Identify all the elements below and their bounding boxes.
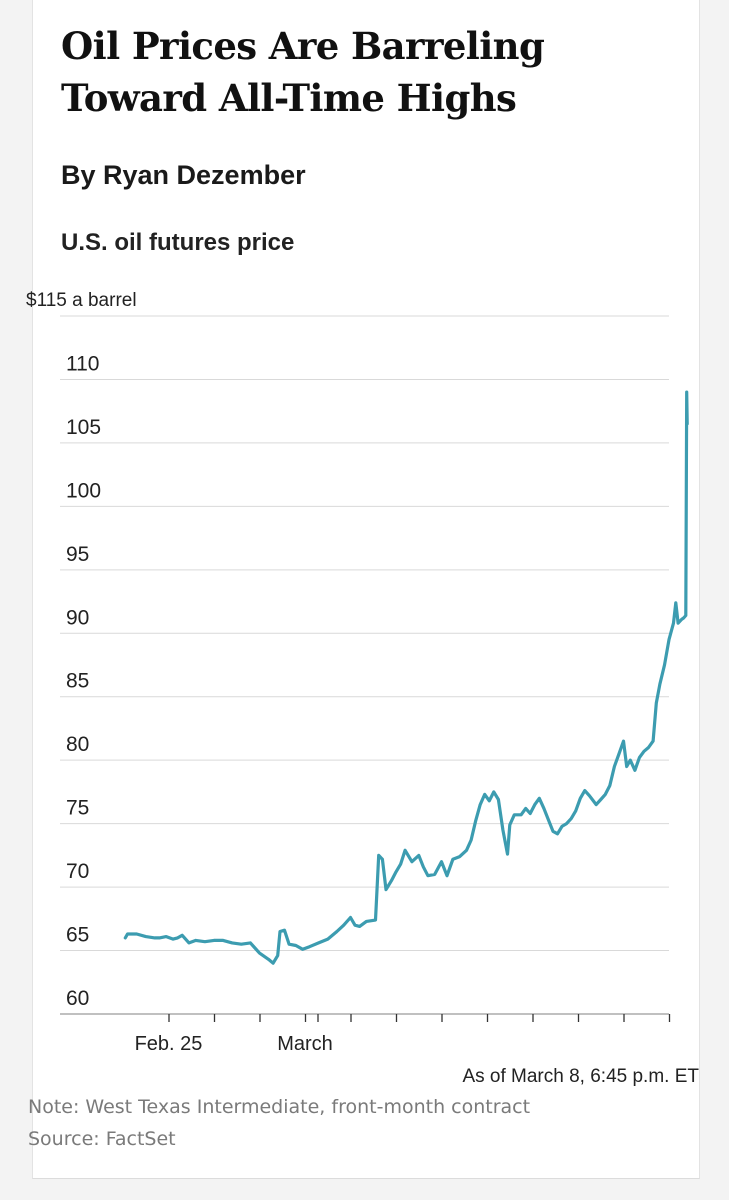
y-tick-label-80: 80 (66, 733, 89, 756)
series-line-wti (123, 390, 689, 965)
y-tick-label-75: 75 (66, 797, 89, 820)
y-tick-label-105: 105 (66, 416, 101, 439)
x-tick-label: Feb. 25 (135, 1033, 203, 1055)
oil-price-chart: 60 65 70 75 80 85 90 95 100 105 110 Feb. 25 March (60, 315, 689, 1055)
byline[interactable]: By Ryan Dezember (61, 160, 306, 190)
y-tick-label-100: 100 (66, 479, 101, 502)
headline: Oil Prices Are Barreling Toward All-Time… (61, 24, 545, 120)
y-axis-unit-label: $115 a barrel (26, 290, 137, 311)
y-tick-label-65: 65 (66, 924, 89, 947)
x-axis: Feb. 25 March (135, 1014, 671, 1055)
chart-source: Source: FactSet (28, 1128, 176, 1150)
as-of-timestamp: As of March 8, 6:45 p.m. ET (462, 1066, 699, 1087)
y-tick-label-60: 60 (66, 987, 89, 1010)
y-tick-label-110: 110 (66, 352, 99, 375)
y-tick-label-70: 70 (66, 860, 89, 883)
y-tick-label-95: 95 (66, 543, 89, 566)
y-tick-label-85: 85 (66, 670, 89, 693)
article-card: Oil Prices Are Barreling Toward All-Time… (32, 0, 700, 1179)
chart-title: U.S. oil futures price (61, 229, 295, 256)
chart-note: Note: West Texas Intermediate, front-mon… (28, 1096, 531, 1118)
y-tick-label-90: 90 (66, 606, 89, 629)
x-tick-label: March (277, 1033, 333, 1055)
gridlines (60, 315, 669, 1015)
price-series (123, 390, 689, 965)
y-tick-labels: 60 65 70 75 80 85 90 95 100 105 110 (66, 352, 101, 1010)
